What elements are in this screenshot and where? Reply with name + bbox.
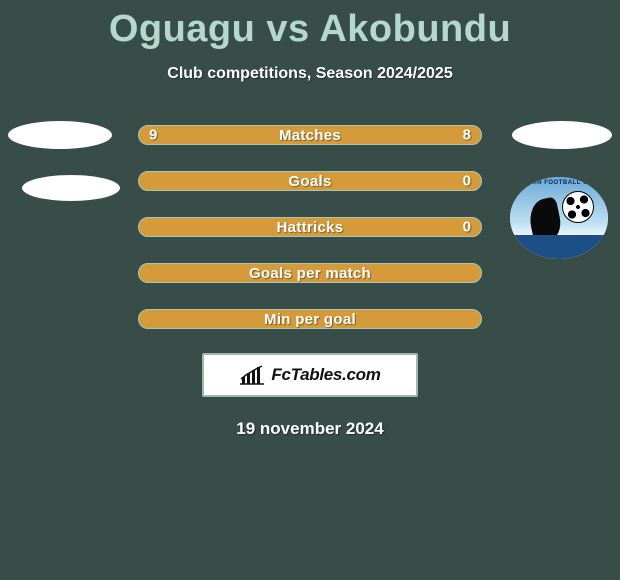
stat-value-right: 8 xyxy=(463,127,471,144)
stat-value-right: 0 xyxy=(463,173,471,190)
stat-bars: 9 Matches 8 Goals 0 Hattricks 0 Goals pe… xyxy=(138,125,482,329)
player-left-photo-placeholder-2 xyxy=(22,175,120,201)
stat-bar-matches: 9 Matches 8 xyxy=(138,125,482,145)
waves-icon xyxy=(510,235,608,259)
stat-bar-min-per-goal: Min per goal xyxy=(138,309,482,329)
comparison-area: HIN FOOTBALL C 9 Matches 8 Goals 0 Hattr… xyxy=(0,125,620,439)
stat-label: Min per goal xyxy=(264,311,356,328)
stat-bar-hattricks: Hattricks 0 xyxy=(138,217,482,237)
stat-label: Hattricks xyxy=(277,219,344,236)
club-logo: HIN FOOTBALL C xyxy=(510,177,608,259)
stat-label: Goals per match xyxy=(249,265,371,282)
stat-value-right: 0 xyxy=(463,219,471,236)
page-subtitle: Club competitions, Season 2024/2025 xyxy=(0,65,620,83)
page-title: Oguagu vs Akobundu xyxy=(0,0,620,51)
stat-value-left: 9 xyxy=(149,127,157,144)
brand-name: FcTables.com xyxy=(271,365,380,385)
player-left-photo-placeholder-1 xyxy=(8,121,112,149)
stat-bar-goals-per-match: Goals per match xyxy=(138,263,482,283)
player-right-photo-placeholder xyxy=(512,121,612,149)
club-logo-text: HIN FOOTBALL C xyxy=(510,180,608,186)
stat-label: Matches xyxy=(279,127,341,144)
snapshot-date: 19 november 2024 xyxy=(0,419,620,439)
football-icon xyxy=(562,191,594,223)
stat-bar-goals: Goals 0 xyxy=(138,171,482,191)
stat-label: Goals xyxy=(288,173,331,190)
brand-badge: FcTables.com xyxy=(202,353,418,397)
bar-chart-icon xyxy=(239,365,265,385)
